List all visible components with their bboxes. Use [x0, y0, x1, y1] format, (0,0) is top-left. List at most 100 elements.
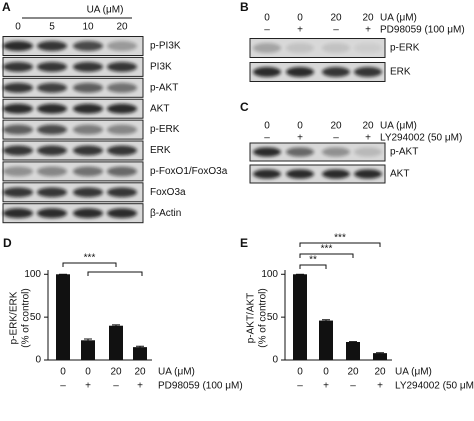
- x-tick-label: +: [85, 381, 91, 392]
- x-tick-label: –: [297, 381, 303, 392]
- x-tick-label: 20: [347, 367, 359, 378]
- lane-label: +: [297, 25, 303, 36]
- protein-label: ERK: [150, 145, 171, 156]
- blot-band: [37, 208, 67, 219]
- blot-band: [3, 187, 33, 198]
- blot-band: [107, 61, 137, 72]
- bar: [346, 342, 360, 360]
- blot-band: [107, 208, 137, 219]
- panel-label: C: [240, 100, 249, 114]
- blot-band: [73, 187, 103, 198]
- treatment-label: UA (μM): [87, 5, 124, 16]
- y-tick-label: 0: [272, 355, 278, 366]
- bar: [109, 325, 123, 360]
- blot-band: [107, 41, 137, 51]
- protein-label: p-AKT: [150, 82, 178, 93]
- panel-label: A: [2, 0, 11, 14]
- lane-label: 10: [82, 22, 94, 33]
- bar: [319, 320, 333, 360]
- blot-band: [73, 41, 103, 51]
- significance-label: ***: [84, 253, 96, 264]
- lane-label: 20: [362, 13, 374, 24]
- lane-label: 5: [49, 22, 55, 33]
- treatment-label: UA (μM): [158, 367, 195, 378]
- significance-bracket: [62, 262, 117, 267]
- significance-label: ***: [321, 244, 333, 255]
- blot-band: [3, 41, 33, 51]
- x-tick-label: +: [377, 381, 383, 392]
- blot-band: [3, 103, 33, 114]
- blot-band: [73, 82, 103, 93]
- blot-band: [107, 187, 137, 198]
- blot-band: [107, 82, 137, 93]
- significance-label: ***: [334, 233, 346, 244]
- protein-label: AKT: [390, 169, 409, 180]
- x-tick-label: 20: [110, 367, 122, 378]
- blot-band: [286, 147, 314, 157]
- blot-band: [73, 103, 103, 114]
- lane-label: –: [264, 133, 270, 144]
- lane-label: 0: [297, 121, 303, 132]
- blot-band: [3, 124, 33, 135]
- x-tick-label: 20: [374, 367, 386, 378]
- blot-band: [37, 82, 67, 93]
- blot-band: [107, 145, 137, 156]
- significance-bracket: [299, 253, 354, 258]
- blot-band: [3, 166, 33, 177]
- lane-label: 20: [362, 121, 374, 132]
- lane-label: 20: [330, 13, 342, 24]
- significance-bracket: [299, 242, 381, 247]
- blot-band: [253, 169, 281, 179]
- protein-label: p-AKT: [390, 147, 418, 158]
- treatment-label: PD98059 (100 μM): [158, 381, 243, 392]
- lane-label: 20: [330, 121, 342, 132]
- blot-band: [73, 208, 103, 219]
- lane-label: 20: [116, 22, 128, 33]
- protein-label: PI3K: [150, 62, 172, 73]
- bar: [81, 340, 95, 360]
- blot-band: [3, 82, 33, 93]
- y-tick-label: 50: [267, 312, 279, 323]
- x-tick-label: –: [113, 381, 119, 392]
- blot-band: [73, 166, 103, 177]
- x-tick-label: +: [323, 381, 329, 392]
- y-axis-label: (% of control): [21, 288, 32, 347]
- protein-label: p-ERK: [150, 124, 180, 135]
- protein-label: p-ERK: [390, 43, 420, 54]
- x-tick-label: –: [60, 381, 66, 392]
- lane-label: 0: [264, 13, 270, 24]
- blot-band: [73, 61, 103, 72]
- blot-band: [286, 67, 314, 77]
- lane-label: –: [333, 133, 339, 144]
- x-tick-label: 0: [85, 367, 91, 378]
- lane-label: 0: [264, 121, 270, 132]
- error-bar: [322, 319, 330, 322]
- blot-band: [73, 145, 103, 156]
- lane-label: +: [365, 25, 371, 36]
- lane-label: 0: [297, 13, 303, 24]
- error-bar: [112, 324, 120, 327]
- blot-band: [354, 169, 382, 179]
- blot-band: [107, 124, 137, 135]
- protein-label: AKT: [150, 103, 169, 114]
- significance-label: **: [309, 255, 317, 266]
- blot-strip: [249, 142, 386, 162]
- y-axis-label: p-ERK/ERK: [9, 291, 20, 344]
- blot-strip: [249, 38, 386, 58]
- blot-strip: [249, 164, 386, 184]
- blot-band: [37, 166, 67, 177]
- protein-label: FoxO3a: [150, 187, 186, 198]
- blot-band: [354, 147, 382, 157]
- error-bar: [136, 345, 144, 348]
- bar: [133, 347, 147, 360]
- bar: [56, 274, 70, 360]
- x-tick-label: 0: [297, 367, 303, 378]
- protein-label: ERK: [390, 67, 411, 78]
- blot-band: [3, 61, 33, 72]
- bar: [293, 274, 307, 360]
- blot-band: [322, 147, 350, 157]
- y-tick-label: 100: [261, 269, 278, 280]
- lane-label: 0: [15, 22, 21, 33]
